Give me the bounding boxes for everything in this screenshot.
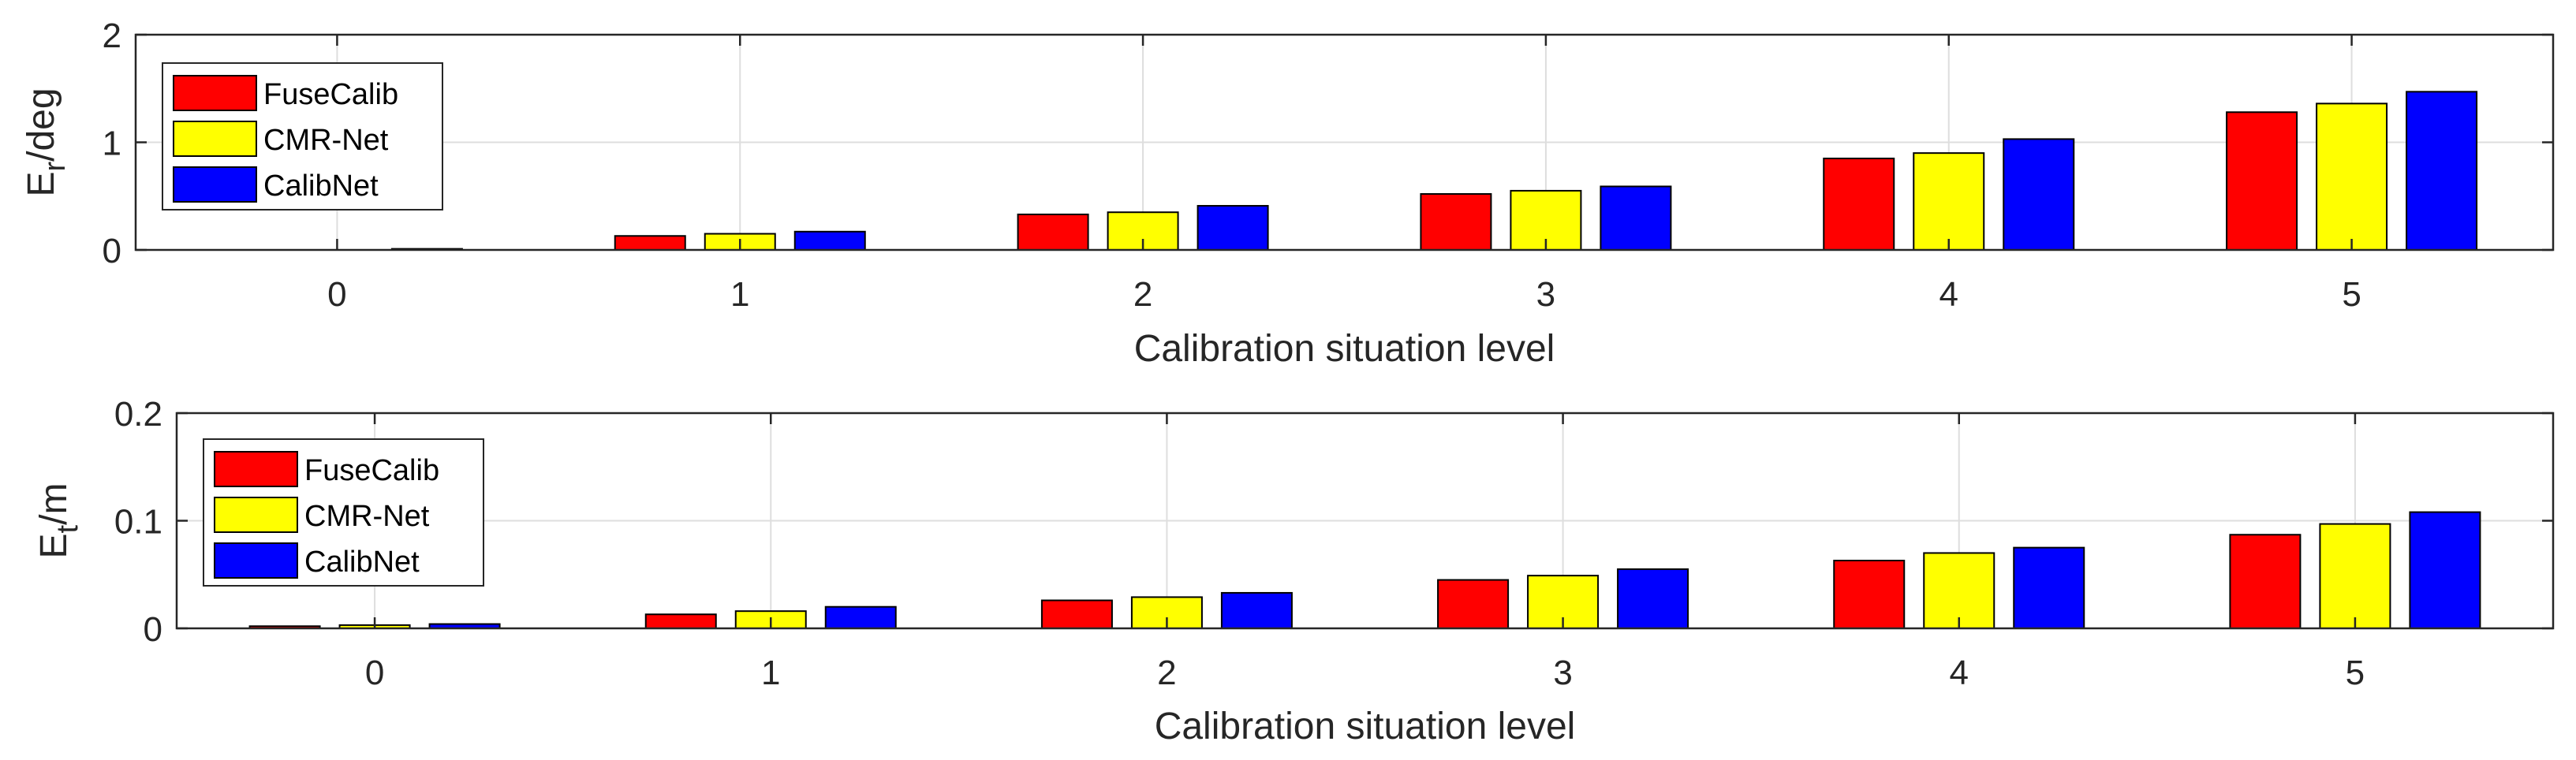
y-axis-label-main: E — [33, 533, 75, 558]
y-axis-label-unit: /deg — [21, 88, 62, 161]
y-tick-label: 2 — [103, 17, 121, 55]
y-axis-label-unit: /m — [33, 483, 75, 525]
y-tick-label: 0.2 — [114, 395, 162, 434]
x-tick-label: 1 — [761, 654, 780, 692]
y-axis-label-main: E — [21, 172, 62, 197]
y-axis-label-subscript: r — [39, 162, 72, 172]
chart-panel-1: 0 1 2 0 1 2 3 4 5 Calibration situation level Er/d… — [21, 17, 2555, 370]
legend-swatch-cmr-net — [214, 497, 298, 533]
x-tick-label: 0 — [365, 654, 384, 692]
bar-calibnet-2 — [1220, 591, 1293, 630]
bar-cmr-net-5 — [2319, 523, 2391, 629]
x-tick-label: 4 — [1950, 654, 1969, 692]
x-tick-label: 0 — [327, 275, 346, 314]
x-tick-label: 1 — [730, 275, 749, 314]
x-axis-label: Calibration situation level — [1155, 706, 1576, 747]
bar-calibnet-1 — [824, 605, 897, 630]
y-axis-label-subscript: t — [51, 524, 84, 533]
legend-label-calibnet: CalibNet — [304, 546, 420, 579]
y-tick-label: 1 — [103, 125, 121, 163]
bar-cmr-net-4 — [1913, 152, 1985, 251]
y-axis-label: Et/m — [33, 483, 84, 559]
bar-calibnet-3 — [1617, 568, 1689, 629]
legend-swatch-fusecalib — [173, 75, 257, 111]
bar-fusecalib-4 — [1823, 157, 1895, 251]
x-axis-label: Calibration situation level — [1134, 328, 1555, 370]
legend: FuseCalib CMR-Net CalibNet — [203, 438, 484, 587]
y-tick-label: 0 — [103, 232, 121, 270]
legend-label-cmr-net: CMR-Net — [304, 500, 430, 533]
bar-fusecalib-3 — [1420, 193, 1492, 251]
chart-panel-2: 0 0.1 0.2 0 1 2 3 4 5 Calibration situation level… — [33, 395, 2555, 747]
bar-calibnet-5 — [2406, 91, 2478, 251]
bar-cmr-net-4 — [1923, 552, 1995, 630]
x-tick-label: 4 — [1939, 275, 1958, 314]
bar-calibnet-4 — [2003, 138, 2075, 251]
bar-fusecalib-5 — [2226, 111, 2298, 251]
x-tick-label: 3 — [1536, 275, 1555, 314]
bar-fusecalib-1 — [614, 235, 686, 251]
y-tick-label: 0 — [144, 610, 162, 649]
bar-fusecalib-3 — [1437, 579, 1510, 630]
bar-calibnet-5 — [2409, 511, 2481, 630]
bar-calibnet-3 — [1600, 185, 1672, 251]
legend-swatch-calibnet — [214, 542, 298, 579]
legend-label-calibnet: CalibNet — [263, 170, 379, 203]
bar-cmr-net-5 — [2316, 102, 2388, 251]
legend: FuseCalib CMR-Net CalibNet — [162, 62, 443, 210]
x-tick-label: 5 — [2342, 275, 2361, 314]
bar-calibnet-1 — [793, 230, 866, 251]
bar-calibnet-4 — [2013, 546, 2085, 629]
x-tick-label: 3 — [1553, 654, 1572, 692]
bar-calibnet-2 — [1197, 205, 1269, 251]
y-tick-label: 0.1 — [114, 503, 162, 542]
x-tick-label: 2 — [1133, 275, 1152, 314]
legend-swatch-fusecalib — [214, 451, 298, 487]
legend-label-fusecalib: FuseCalib — [263, 78, 398, 111]
x-tick-label: 2 — [1157, 654, 1176, 692]
bar-fusecalib-2 — [1017, 213, 1089, 251]
legend-swatch-cmr-net — [173, 121, 257, 157]
y-axis-label: Er/deg — [21, 88, 72, 196]
bar-fusecalib-4 — [1833, 560, 1906, 630]
legend-label-cmr-net: CMR-Net — [263, 124, 389, 157]
legend-label-fusecalib: FuseCalib — [304, 454, 439, 487]
bar-fusecalib-2 — [1040, 599, 1113, 630]
bar-fusecalib-5 — [2229, 534, 2302, 629]
bar-fusecalib-1 — [644, 613, 717, 630]
legend-swatch-calibnet — [173, 166, 257, 203]
x-tick-label: 5 — [2346, 654, 2365, 692]
